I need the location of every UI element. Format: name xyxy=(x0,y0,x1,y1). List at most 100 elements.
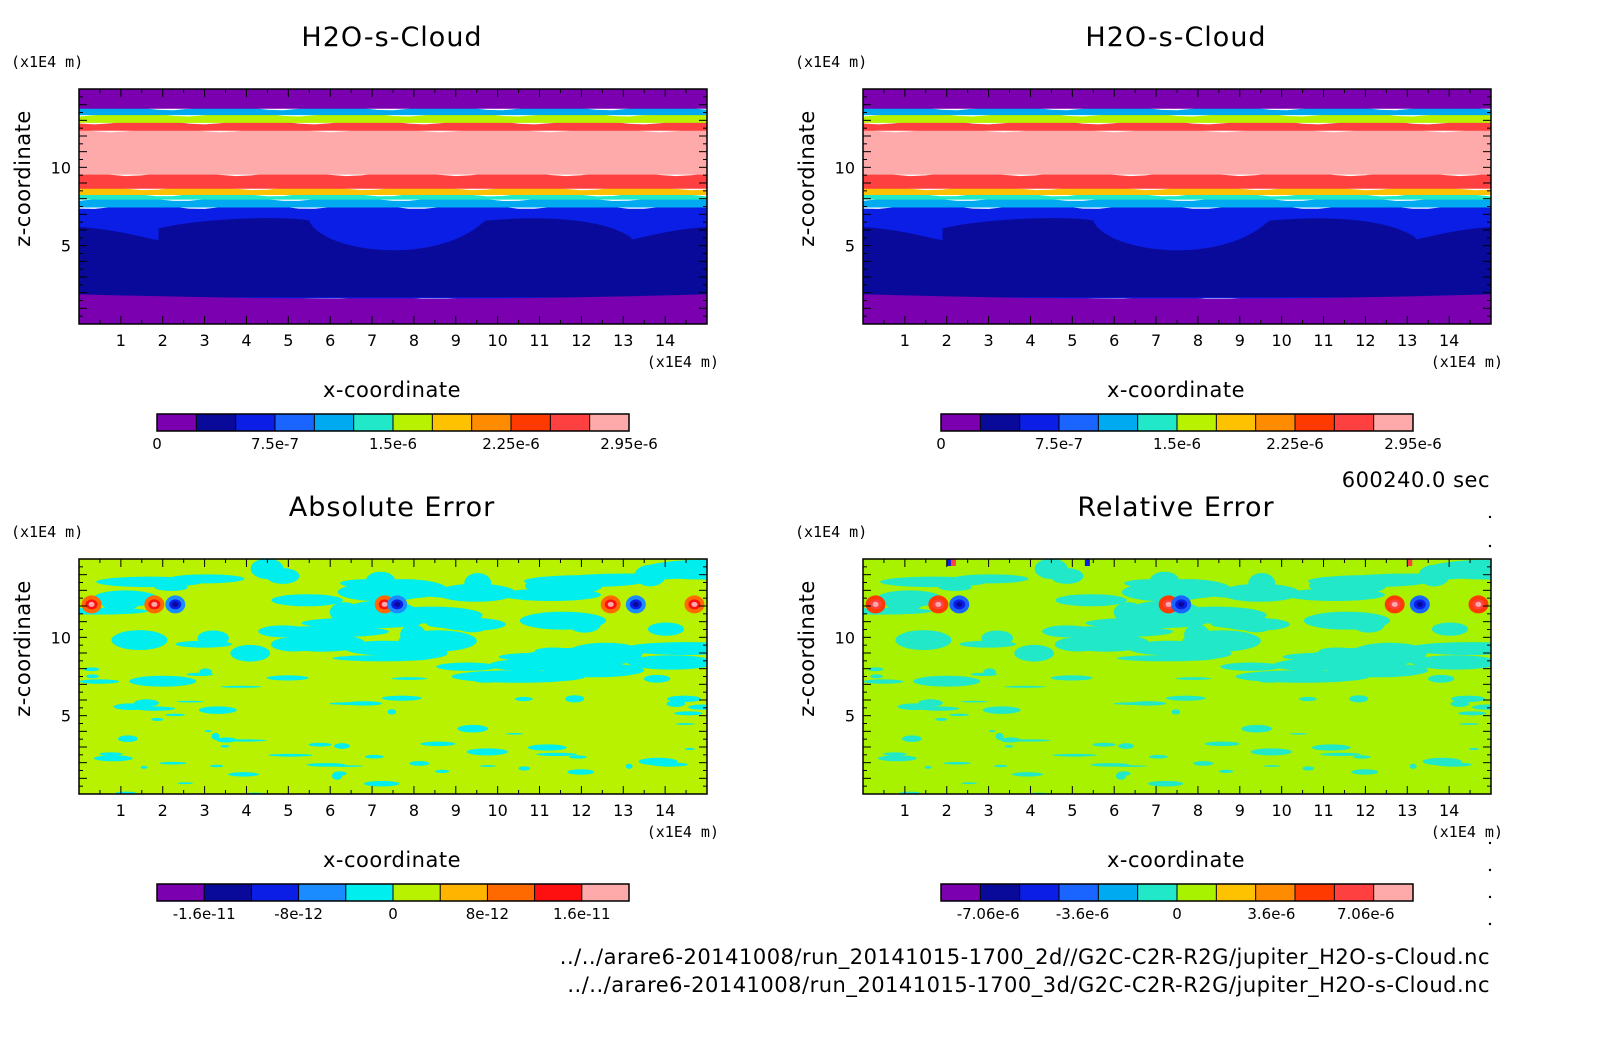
error-patch xyxy=(220,744,230,748)
y-axis-label: z-coordinate xyxy=(11,110,35,247)
x-tick-label: 6 xyxy=(1109,801,1119,820)
error-patch xyxy=(380,606,483,624)
colorbar-cell xyxy=(1295,884,1335,901)
x-unit-label: (x1E4 m) xyxy=(647,353,719,371)
colorbar-cell xyxy=(298,884,347,901)
dipole-core xyxy=(1165,601,1172,607)
colorbar-cell xyxy=(1334,414,1375,431)
x-tick-label: 11 xyxy=(1313,801,1333,820)
error-patch xyxy=(1118,743,1134,749)
error-patch xyxy=(1349,695,1369,703)
error-patch xyxy=(1175,677,1212,680)
colorbar-cell xyxy=(1373,414,1414,431)
error-patch xyxy=(505,732,524,735)
x-axis-label: x-coordinate xyxy=(323,378,461,402)
error-patch xyxy=(1351,769,1379,775)
error-patch xyxy=(151,717,164,722)
dipole-core xyxy=(872,601,879,607)
error-patch xyxy=(1004,744,1014,748)
x-tick-label: 1 xyxy=(900,331,910,350)
error-patch xyxy=(883,752,907,756)
error-patch xyxy=(943,761,971,765)
error-patch xyxy=(1052,753,1097,757)
colorbar-label: 1.5e-6 xyxy=(1153,435,1201,453)
dipole-core xyxy=(632,601,639,607)
colorbar-cell xyxy=(1137,884,1178,901)
error-patch xyxy=(83,667,100,672)
x-tick-label: 6 xyxy=(1109,331,1119,350)
error-patch xyxy=(913,675,981,687)
edge-spot xyxy=(1407,559,1413,566)
error-patch xyxy=(333,771,347,776)
error-patch xyxy=(176,700,205,703)
dipole-core xyxy=(935,601,942,607)
x-tick-label: 14 xyxy=(655,801,675,820)
error-patch xyxy=(134,699,159,707)
y-axis-label: z-coordinate xyxy=(11,580,35,717)
error-patch xyxy=(129,675,197,687)
dipole-core xyxy=(88,601,95,607)
colorbar-cell xyxy=(941,884,981,901)
x-tick-label: 12 xyxy=(571,331,591,350)
colorbar-cell xyxy=(314,414,355,431)
margin-dot xyxy=(1488,922,1492,926)
colorbar-cell xyxy=(1295,414,1335,431)
x-axis-label: x-coordinate xyxy=(1107,848,1245,872)
error-patch xyxy=(1117,771,1131,776)
error-patch xyxy=(1309,576,1387,595)
colorbar-cell xyxy=(511,414,551,431)
error-patch xyxy=(644,674,671,683)
margin-dot xyxy=(1488,895,1492,899)
error-patch xyxy=(409,761,430,766)
error-patch xyxy=(988,730,996,733)
colorbar-cell xyxy=(980,414,1021,431)
colorbar-cell xyxy=(251,884,300,901)
error-patch xyxy=(165,713,186,717)
error-patch xyxy=(334,743,350,749)
error-patch xyxy=(266,675,309,681)
error-patch xyxy=(867,667,884,672)
error-patch xyxy=(434,769,450,774)
x-tick-label: 4 xyxy=(241,801,251,820)
error-patch xyxy=(364,754,384,759)
colorbar-cell xyxy=(581,884,630,901)
panel-title: H2O-s-Cloud xyxy=(1085,22,1266,53)
colorbar-label: 2.95e-6 xyxy=(600,435,658,453)
x-tick-label: 5 xyxy=(283,331,293,350)
colorbar-label: -7.06e-6 xyxy=(957,905,1020,923)
colorbar-cell xyxy=(1216,884,1257,901)
panel-title: Absolute Error xyxy=(289,492,495,523)
x-tick-label: 7 xyxy=(1151,331,1161,350)
margin-dot xyxy=(1488,841,1492,845)
error-patch xyxy=(961,782,978,785)
error-patch xyxy=(387,709,397,715)
colorbar-cell xyxy=(1137,414,1178,431)
error-patch xyxy=(1004,685,1046,688)
error-patch xyxy=(1218,769,1234,774)
error-patch xyxy=(365,571,396,590)
error-patch xyxy=(177,782,194,785)
colorbar-cell xyxy=(550,414,591,431)
error-patch xyxy=(1090,763,1130,767)
error-patch xyxy=(140,765,148,769)
x-tick-label: 1 xyxy=(900,801,910,820)
edge-right xyxy=(1407,226,1491,298)
error-patch xyxy=(901,735,922,743)
y-tick-label: 5 xyxy=(61,237,71,256)
error-patch xyxy=(543,663,645,678)
x-tick-label: 3 xyxy=(984,801,994,820)
colorbar-label: -1.6e-11 xyxy=(173,905,236,923)
colorbar-cell xyxy=(487,884,536,901)
error-patch xyxy=(111,630,168,650)
x-tick-label: 8 xyxy=(409,801,419,820)
plot-area-3 xyxy=(863,559,1491,794)
colorbar-label: -8e-12 xyxy=(274,905,323,923)
colorbar-cell xyxy=(941,414,981,431)
x-tick-label: 9 xyxy=(451,331,461,350)
colorbar-label: 1.5e-6 xyxy=(369,435,417,453)
error-patch xyxy=(1239,616,1274,633)
x-tick-label: 9 xyxy=(451,801,461,820)
error-patch xyxy=(228,772,259,777)
